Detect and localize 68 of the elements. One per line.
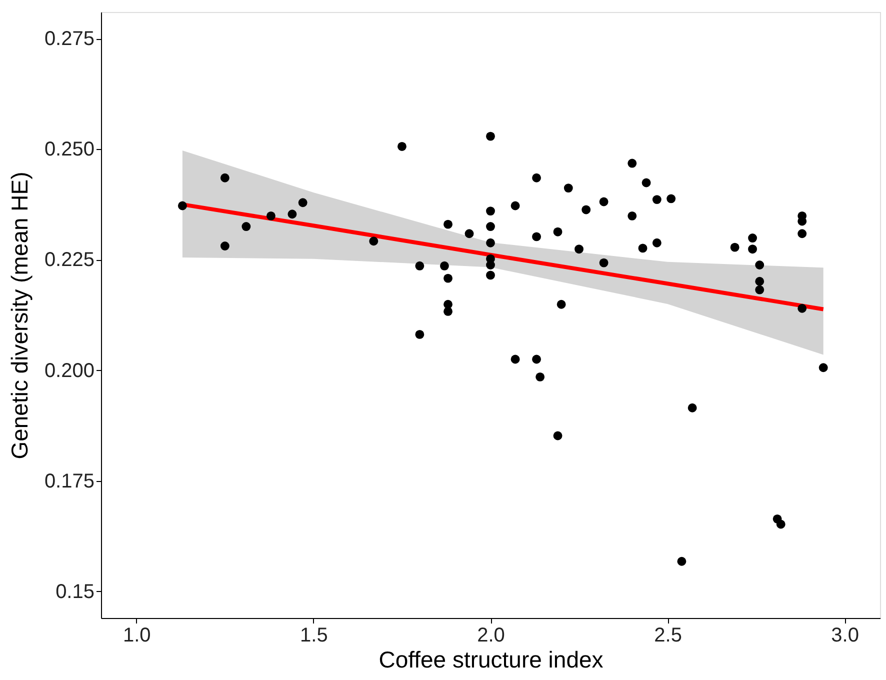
point [755,260,764,270]
y-tick-label: 0.15 [56,580,94,603]
point [464,229,474,238]
point [776,520,786,529]
point [486,132,495,141]
point [288,210,297,219]
point [486,206,495,216]
point [510,354,520,364]
point [369,236,378,246]
point [444,307,452,316]
x-tick-label: 2.0 [477,624,505,646]
point [486,222,495,231]
x-tick-label: 1.5 [300,624,328,646]
point [415,261,424,270]
point [532,354,542,364]
point [178,201,187,210]
point [582,205,591,214]
point [444,274,452,283]
point [652,195,662,204]
point [666,194,676,204]
x-tick-label: 3.0 [831,624,859,646]
x-tick-label: 2.5 [654,624,682,646]
point [642,178,651,188]
point [220,242,230,250]
y-tick-label: 0.175 [44,470,94,492]
point [242,222,251,231]
point [440,261,449,270]
point [599,258,608,268]
point [532,232,542,242]
y-tick-label: 0.200 [44,360,94,382]
point [486,270,495,280]
point [798,304,807,313]
point [755,285,764,294]
point [677,556,686,566]
point [652,238,662,248]
point [486,238,495,248]
point [266,211,276,220]
point [599,197,608,206]
y-tick-label: 0.250 [44,138,94,161]
point [553,431,562,440]
point [553,227,562,236]
point [298,198,308,208]
y-tick-label: 0.275 [44,28,94,50]
point [574,244,584,254]
point [398,142,406,151]
x-tick-label: 1.0 [123,624,151,646]
point [415,330,424,339]
point [798,229,807,238]
point [628,158,637,168]
y-axis-title: Genetic diversity (mean HE) [6,172,32,460]
point [486,260,495,270]
point [532,173,542,182]
point [556,300,566,309]
point [628,211,637,220]
point [730,242,740,252]
point [444,220,452,229]
point [748,234,757,242]
point [818,363,828,372]
y-tick-label: 0.225 [44,249,94,272]
x-axis-title: Coffee structure index [378,646,604,672]
point [748,244,757,254]
point [638,244,648,253]
point [755,276,764,286]
point [688,403,697,412]
point [564,184,573,193]
point [536,372,545,382]
point [220,173,230,182]
point [510,201,520,210]
